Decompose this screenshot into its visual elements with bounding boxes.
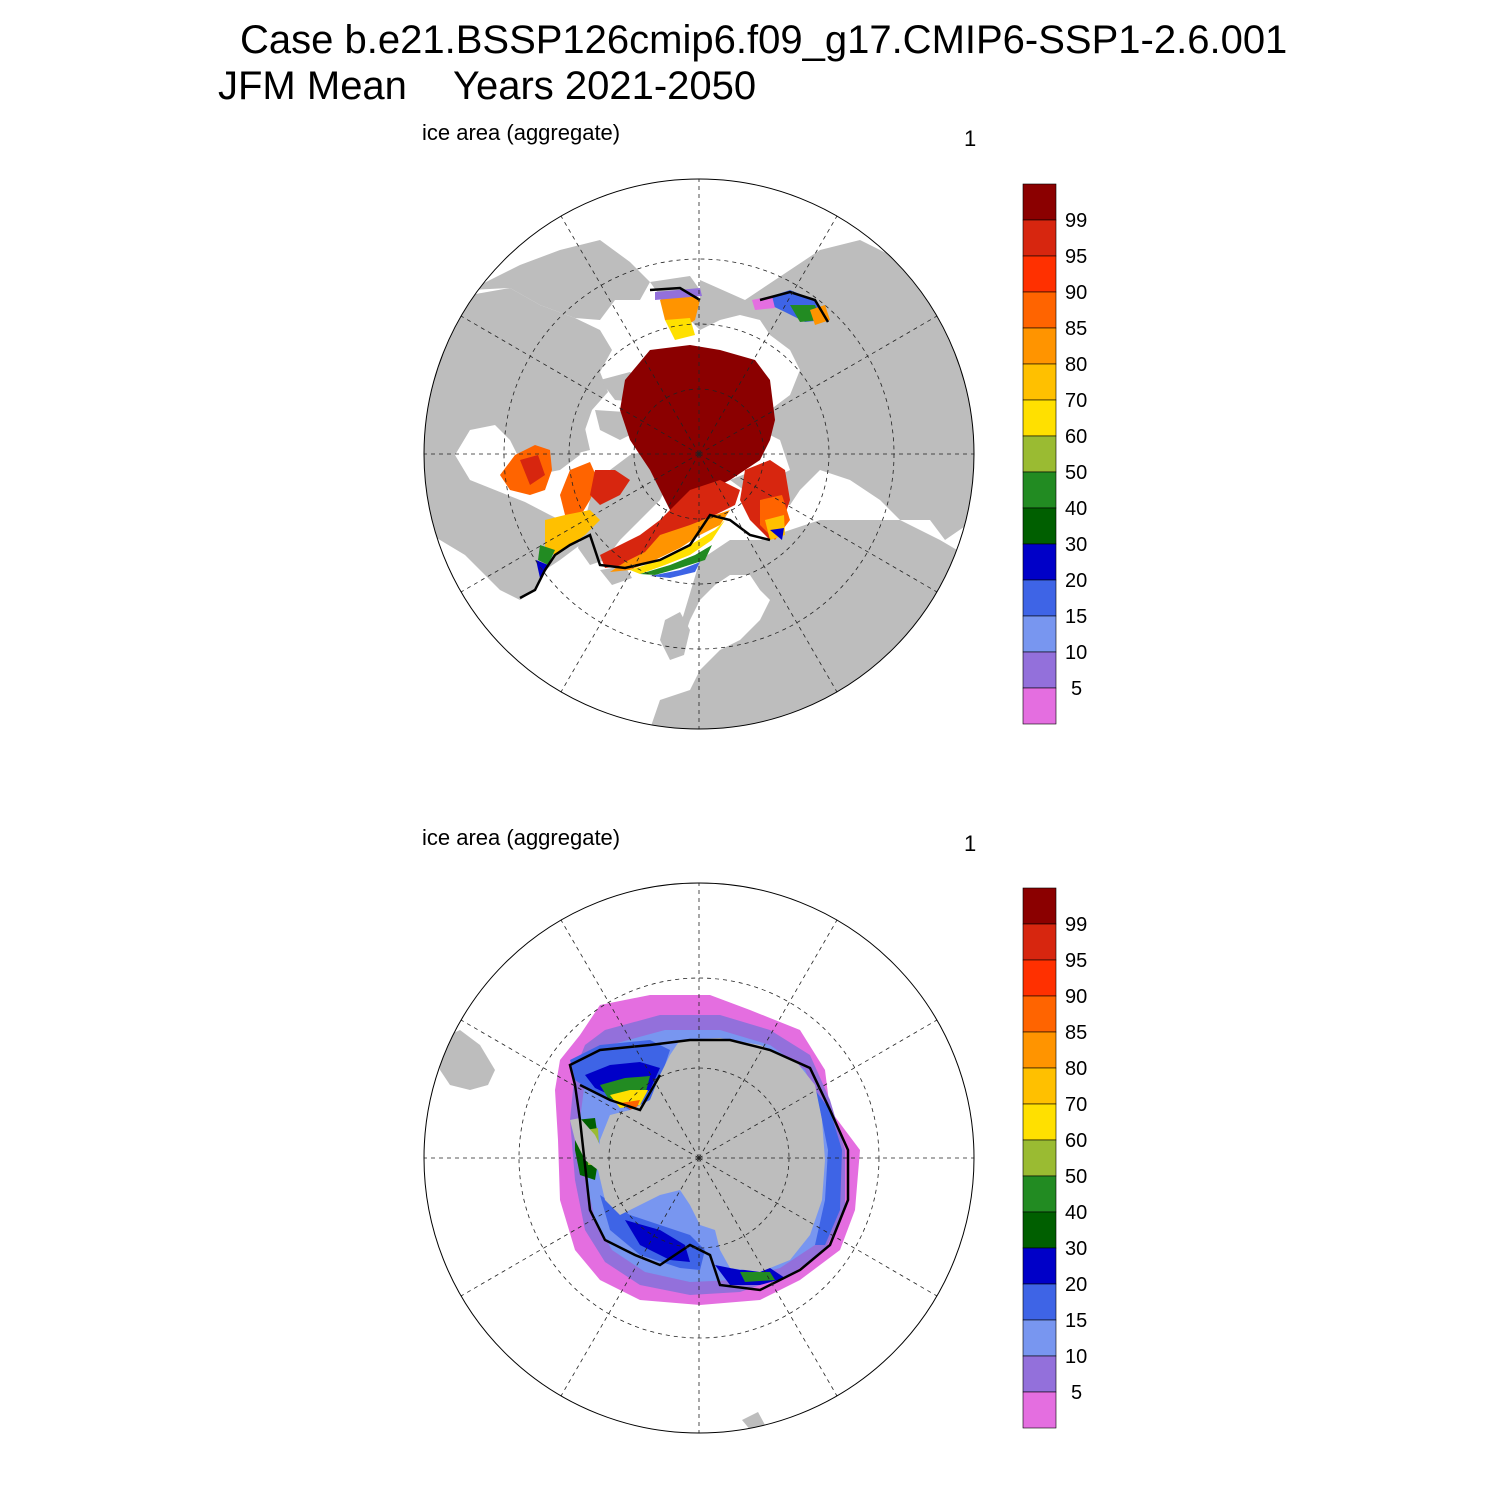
- colorbar-north-swatch: [1022, 255, 1057, 293]
- colorbar-north-swatch: [1022, 615, 1057, 653]
- panel-south-label: ice area (aggregate): [422, 825, 621, 850]
- colorbar-south-swatch: [1022, 1319, 1057, 1357]
- colorbar-south-label: 5: [1071, 1382, 1082, 1404]
- colorbar-south-label: 85: [1065, 1022, 1087, 1044]
- colorbar-north: 99 95 90 85 80 70 60 50 40 30 20 15 10 5: [1022, 183, 1087, 725]
- panel-south-number: 1: [964, 831, 977, 856]
- colorbar-south-label: 70: [1065, 1094, 1087, 1116]
- colorbar-south-label: 10: [1065, 1346, 1087, 1368]
- north-land: [424, 240, 974, 729]
- south-map-border: [423, 882, 975, 1434]
- north-sea-ice: [500, 288, 830, 578]
- colorbar-north-label: 10: [1065, 642, 1087, 664]
- colorbar-north-label: 50: [1065, 462, 1087, 484]
- colorbar-north-label: 5: [1071, 678, 1082, 700]
- colorbar-north-label: 90: [1065, 282, 1087, 304]
- colorbar-north-swatch: [1022, 399, 1057, 437]
- colorbar-south-swatch: [1022, 1067, 1057, 1105]
- title-season: JFM Mean: [218, 64, 407, 108]
- south-polar-map: [423, 882, 975, 1434]
- colorbar-south-swatch: [1022, 995, 1057, 1033]
- title-period: JFM Mean Years 2021-2050: [218, 64, 756, 109]
- colorbar-north-swatch: [1022, 471, 1057, 509]
- colorbar-south-label: 90: [1065, 986, 1087, 1008]
- colorbar-south-swatch: [1022, 887, 1057, 925]
- colorbar-south-label: 20: [1065, 1274, 1087, 1296]
- colorbar-south-label: 80: [1065, 1058, 1087, 1080]
- title-years: Years 2021-2050: [452, 64, 757, 108]
- colorbar-south-swatch: [1022, 1103, 1057, 1141]
- colorbar-south-label: 60: [1065, 1130, 1087, 1152]
- colorbar-south-swatch: [1022, 1283, 1057, 1321]
- colorbar-south-swatch: [1022, 1031, 1057, 1069]
- panel-north-number: 1: [964, 126, 977, 151]
- colorbar-north-swatch: [1022, 363, 1057, 401]
- colorbar-north-swatch: [1022, 579, 1057, 617]
- north-ice-edge: [519, 286, 830, 600]
- panel-north-label: ice area (aggregate): [422, 120, 621, 145]
- north-graticule: [424, 179, 974, 729]
- colorbar-south-swatch: [1022, 959, 1057, 997]
- colorbar-north-swatch: [1022, 651, 1057, 689]
- colorbar-north-label: 15: [1065, 606, 1087, 628]
- colorbar-north-label: 95: [1065, 246, 1087, 268]
- colorbar-south-label: 40: [1065, 1202, 1087, 1224]
- colorbar-north-label: 99: [1065, 210, 1087, 232]
- colorbar-north-swatch: [1022, 219, 1057, 257]
- colorbar-north-label: 20: [1065, 570, 1087, 592]
- north-map-border: [423, 178, 975, 730]
- colorbar-north-swatch: [1022, 435, 1057, 473]
- colorbar-south-swatch: [1022, 1139, 1057, 1177]
- south-ice-edge: [568, 1038, 850, 1292]
- colorbar-north-label: 70: [1065, 390, 1087, 412]
- colorbar-south-swatch: [1022, 923, 1057, 961]
- colorbar-north-label: 40: [1065, 498, 1087, 520]
- colorbar-south-label: 95: [1065, 950, 1087, 972]
- colorbar-north-swatch: [1022, 543, 1057, 581]
- colorbar-north-label: 85: [1065, 318, 1087, 340]
- colorbar-south-swatch: [1022, 1211, 1057, 1249]
- colorbar-north-swatch: [1022, 507, 1057, 545]
- colorbar-south-swatch: [1022, 1391, 1057, 1429]
- colorbar-north-label: 60: [1065, 426, 1087, 448]
- colorbar-north-swatch: [1022, 291, 1057, 329]
- colorbar-north-swatch: [1022, 183, 1057, 221]
- colorbar-north-label: 80: [1065, 354, 1087, 376]
- south-graticule: [424, 883, 974, 1433]
- title-case: Case b.e21.BSSP126cmip6.f09_g17.CMIP6-SS…: [240, 18, 1288, 62]
- colorbar-south-swatch: [1022, 1175, 1057, 1213]
- colorbar-north-swatch: [1022, 327, 1057, 365]
- colorbar-south-label: 30: [1065, 1238, 1087, 1260]
- colorbar-south-swatch: [1022, 1247, 1057, 1285]
- north-polar-map: [423, 178, 975, 730]
- colorbar-north-label: 30: [1065, 534, 1087, 556]
- colorbar-south: 99 95 90 85 80 70 60 50 40 30 20 15 10 5: [1022, 887, 1087, 1429]
- colorbar-south-label: 50: [1065, 1166, 1087, 1188]
- colorbar-south-swatch: [1022, 1355, 1057, 1393]
- colorbar-south-label: 99: [1065, 914, 1087, 936]
- colorbar-south-label: 15: [1065, 1310, 1087, 1332]
- colorbar-north-swatch: [1022, 687, 1057, 725]
